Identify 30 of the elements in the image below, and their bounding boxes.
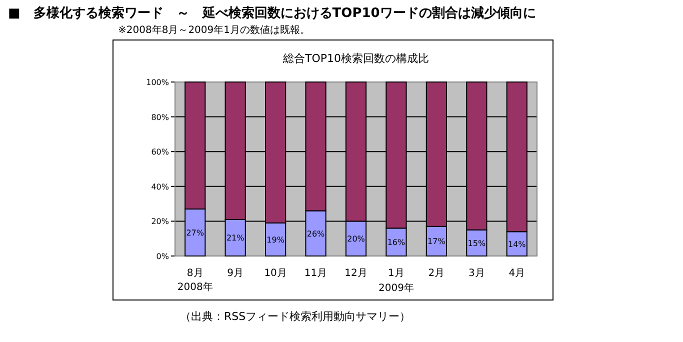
x-tick-label: 3月 bbox=[468, 268, 485, 279]
x-tick-label: 1月 bbox=[388, 268, 404, 279]
y-tick-label: 20% bbox=[151, 217, 170, 226]
y-tick-label: 80% bbox=[151, 112, 170, 122]
x-tick-label: 2月 bbox=[428, 268, 445, 279]
x-tick-label: 9月 bbox=[227, 268, 244, 279]
text: 2009年 bbox=[378, 282, 414, 294]
y-tick-label: 40% bbox=[151, 182, 170, 192]
text: 2008年 bbox=[177, 281, 213, 293]
x-tick-label: 12月 bbox=[344, 268, 368, 279]
data-label: 16% bbox=[387, 238, 406, 248]
data-label: 27% bbox=[186, 228, 204, 238]
x-tick-label: 8月 bbox=[186, 268, 204, 279]
data-label: 15% bbox=[468, 238, 486, 248]
chart-subtitle: 総合TOP10検索回数の構成比 bbox=[282, 52, 430, 65]
x-tick-label: 11月 bbox=[304, 268, 328, 279]
data-label: 26% bbox=[306, 229, 326, 238]
text: （出典：RSSフィード検索利用動向サマリー） bbox=[180, 310, 411, 323]
chart-title: ■ 多様化する検索ワード ～ 延べ検索回数におけるTOP10ワードの割合は減少傾向に bbox=[8, 5, 536, 21]
data-label: 17% bbox=[428, 237, 446, 246]
y-tick-label: 60% bbox=[151, 148, 170, 157]
data-label: 19% bbox=[266, 235, 285, 244]
data-label: 14% bbox=[508, 240, 526, 249]
x-tick-label: 4月 bbox=[508, 268, 526, 279]
data-label: 20% bbox=[347, 234, 366, 244]
data-label: 21% bbox=[226, 234, 245, 243]
y-tick-label: 0% bbox=[156, 252, 170, 261]
y-tick-label: 100% bbox=[146, 78, 170, 87]
text: ※2008年8月～2009年1月の数値は既報。 bbox=[118, 24, 310, 36]
x-tick-label: 10月 bbox=[264, 268, 287, 279]
